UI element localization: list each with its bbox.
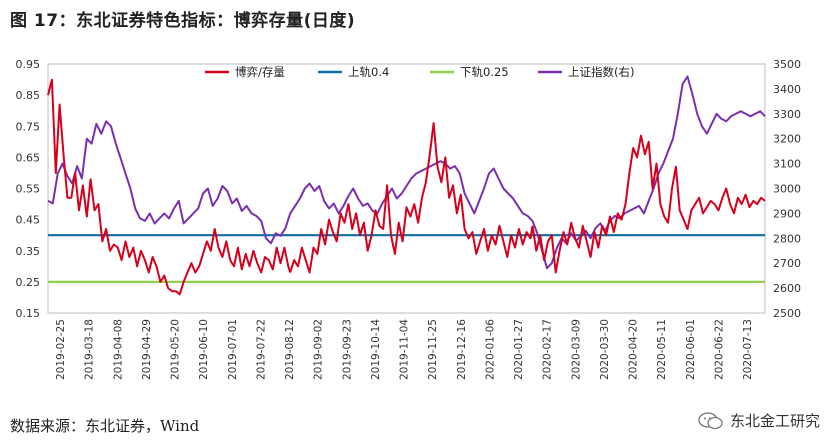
left-tick-label: 0.25 xyxy=(16,276,41,289)
wechat-icon xyxy=(698,411,723,429)
x-tick-label: 2019-11-04 xyxy=(399,319,411,380)
x-tick-label: 2019-03-18 xyxy=(84,319,96,380)
x-tick-label: 2019-02-25 xyxy=(55,319,67,380)
x-tick-label: 2020-01-27 xyxy=(513,319,525,380)
series-line-index xyxy=(47,120,292,245)
right-tick-label: 3000 xyxy=(773,183,801,196)
x-tick-label: 2019-07-01 xyxy=(227,319,239,380)
left-tick-label: 0.55 xyxy=(16,183,41,196)
watermark: 东北金工研究 xyxy=(698,410,820,431)
left-tick-label: 0.45 xyxy=(16,214,41,227)
x-tick-label: 2019-07-22 xyxy=(255,319,267,380)
right-tick-label: 2900 xyxy=(773,207,801,220)
x-tick-label: 2020-03-09 xyxy=(570,319,582,380)
source-note: 数据来源：东北证券，Wind xyxy=(10,417,200,435)
watermark-text: 东北金工研究 xyxy=(729,412,820,430)
left-tick-label: 0.95 xyxy=(16,58,41,71)
plot-frame xyxy=(47,63,766,314)
left-tick-label: 0.35 xyxy=(16,245,41,258)
figure-title: 图 17：东北证券特色指标：博弈存量(日度) xyxy=(10,11,356,31)
legend-label-lower: 下轨0.25 xyxy=(460,65,509,79)
x-tick-label: 2019-08-12 xyxy=(284,319,296,380)
legend-label-upper: 上轨0.4 xyxy=(348,65,389,79)
x-tick-label: 2019-11-25 xyxy=(427,319,439,380)
legend-label-index: 上证指数(右) xyxy=(568,65,634,79)
x-tick-label: 2020-02-17 xyxy=(542,319,554,380)
x-tick-label: 2019-09-02 xyxy=(313,319,325,380)
x-tick-label: 2019-04-08 xyxy=(112,319,124,380)
legend-label-ratio: 博弈/存量 xyxy=(235,65,285,79)
right-tick-label: 2500 xyxy=(773,307,801,320)
x-tick-label: 2020-04-20 xyxy=(628,319,640,380)
x-tick-label: 2020-01-06 xyxy=(484,319,496,380)
x-tick-label: 2019-10-14 xyxy=(370,319,382,380)
x-tick-label: 2019-06-10 xyxy=(198,319,210,380)
x-tick-label: 2019-05-20 xyxy=(170,319,182,380)
series-line-ratio_ext xyxy=(289,122,534,274)
x-axis: 2019-02-25 2019-03-18 2019-04-08 2019-04-29… xyxy=(55,319,754,380)
x-tick-label: 2019-09-23 xyxy=(341,319,353,380)
right-tick-label: 3300 xyxy=(773,108,801,121)
right-tick-label: 2800 xyxy=(773,232,801,245)
x-tick-label: 2020-06-22 xyxy=(713,319,725,380)
x-tick-label: 2019-12-16 xyxy=(456,319,468,380)
x-tick-label: 2019-04-29 xyxy=(141,319,153,380)
series-line-index_ext xyxy=(289,160,534,222)
series-line-index_ext2 xyxy=(531,75,766,270)
x-tick-label: 2020-06-01 xyxy=(685,319,697,380)
x-tick-label: 2020-05-11 xyxy=(656,319,668,380)
left-tick-label: 0.85 xyxy=(16,89,41,102)
left-axis: 0.95 0.85 0.75 0.65 0.55 0.45 0.35 0.25 0.15 xyxy=(16,58,41,320)
right-tick-label: 3100 xyxy=(773,158,801,171)
left-tick-label: 0.75 xyxy=(16,120,41,133)
right-axis: 3500 3400 3300 3200 3100 3000 2900 2800 2700 2600… xyxy=(773,58,801,320)
right-tick-label: 3200 xyxy=(773,133,801,146)
right-tick-label: 2600 xyxy=(773,282,801,295)
series-line-ratio xyxy=(47,78,292,296)
legend: 博弈/存量 上轨0.4 下轨0.25 上证指数(右) xyxy=(205,65,634,79)
right-tick-label: 3400 xyxy=(773,83,801,96)
x-tick-label: 2020-03-30 xyxy=(599,319,611,380)
left-tick-label: 0.65 xyxy=(16,151,41,164)
series-line-ratio_ext2 xyxy=(531,134,766,274)
x-tick-label: 2020-07-13 xyxy=(742,319,754,380)
right-tick-label: 2700 xyxy=(773,257,801,270)
left-tick-label: 0.15 xyxy=(16,307,41,320)
plot-border xyxy=(47,63,766,314)
right-tick-label: 3500 xyxy=(773,58,801,71)
series-group xyxy=(47,75,766,296)
